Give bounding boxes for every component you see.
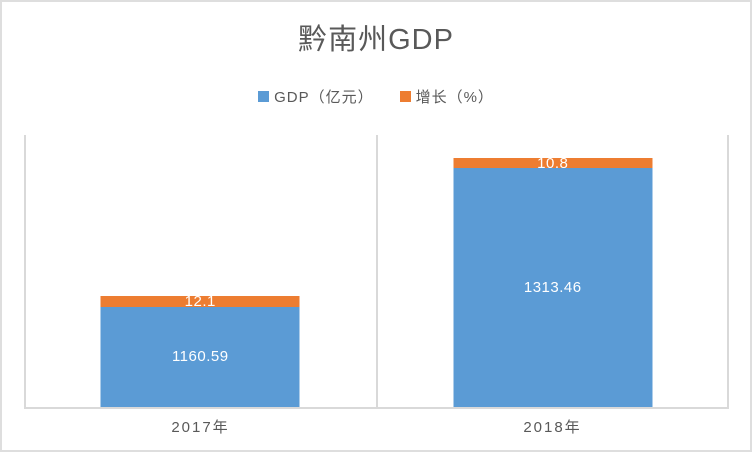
- data-label-growth-2017: 12.1: [184, 292, 216, 310]
- data-label-growth-2018: 10.8: [537, 154, 569, 172]
- bar-segment-gdp-2018[interactable]: 1313.46: [453, 168, 653, 407]
- gridline-category-divider: [375, 135, 378, 409]
- bar-segment-growth-2018[interactable]: 10.8: [453, 154, 653, 172]
- legend-label-gdp: GDP（亿元）: [274, 89, 374, 106]
- category-2017: 1160.59 12.1: [24, 135, 377, 407]
- chart-title: 黔南州GDP: [298, 24, 454, 56]
- data-label-gdp-2017: 1160.59: [171, 348, 229, 366]
- legend: GDP（亿元） 增长（%）: [2, 86, 750, 107]
- bar-stack-2017: 1160.59 12.1: [100, 292, 300, 407]
- data-label-gdp-2018: 1313.46: [523, 279, 582, 297]
- bar-segment-gdp-2017[interactable]: 1160.59: [100, 306, 300, 407]
- plot-border-left: [24, 135, 26, 409]
- bar-segment-growth-2017[interactable]: 12.1: [100, 292, 300, 310]
- x-axis-line: [24, 407, 729, 409]
- legend-item-gdp[interactable]: GDP（亿元）: [258, 86, 374, 107]
- legend-label-growth: 增长（%）: [415, 89, 494, 106]
- plot-border-right: [727, 135, 729, 409]
- x-axis-label-2017: 2017年: [171, 419, 230, 436]
- legend-swatch-gdp-icon: [258, 91, 270, 102]
- bar-stack-2018: 1313.46 10.8: [453, 154, 653, 407]
- x-axis-label-2018: 2018年: [523, 419, 582, 436]
- legend-swatch-growth-icon: [399, 91, 411, 102]
- category-2018: 1313.46 10.8: [377, 135, 730, 407]
- plot-area: 1160.59 12.1 1313.46 10.8: [24, 135, 729, 409]
- legend-item-growth[interactable]: 增长（%）: [399, 86, 494, 107]
